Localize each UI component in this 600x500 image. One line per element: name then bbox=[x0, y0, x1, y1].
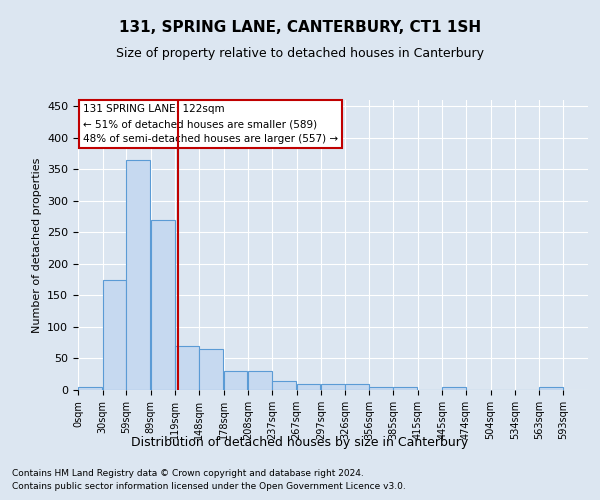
Text: Contains HM Land Registry data © Crown copyright and database right 2024.: Contains HM Land Registry data © Crown c… bbox=[12, 468, 364, 477]
Bar bbox=[296, 384, 320, 390]
Text: Contains public sector information licensed under the Open Government Licence v3: Contains public sector information licen… bbox=[12, 482, 406, 491]
Bar bbox=[321, 384, 345, 390]
Bar bbox=[539, 387, 563, 390]
Bar bbox=[370, 387, 393, 390]
Bar bbox=[151, 220, 175, 390]
Y-axis label: Number of detached properties: Number of detached properties bbox=[32, 158, 41, 332]
Bar bbox=[272, 380, 296, 390]
Text: 131, SPRING LANE, CANTERBURY, CT1 1SH: 131, SPRING LANE, CANTERBURY, CT1 1SH bbox=[119, 20, 481, 35]
Text: Distribution of detached houses by size in Canterbury: Distribution of detached houses by size … bbox=[131, 436, 469, 449]
Bar bbox=[393, 387, 417, 390]
Bar bbox=[175, 346, 199, 390]
Text: 131 SPRING LANE: 122sqm
← 51% of detached houses are smaller (589)
48% of semi-d: 131 SPRING LANE: 122sqm ← 51% of detache… bbox=[83, 104, 338, 144]
Bar bbox=[248, 371, 272, 390]
Bar bbox=[199, 349, 223, 390]
Text: Size of property relative to detached houses in Canterbury: Size of property relative to detached ho… bbox=[116, 48, 484, 60]
Bar bbox=[126, 160, 150, 390]
Bar bbox=[103, 280, 126, 390]
Bar bbox=[78, 387, 102, 390]
Bar bbox=[224, 371, 247, 390]
Bar bbox=[442, 387, 466, 390]
Bar bbox=[345, 384, 368, 390]
